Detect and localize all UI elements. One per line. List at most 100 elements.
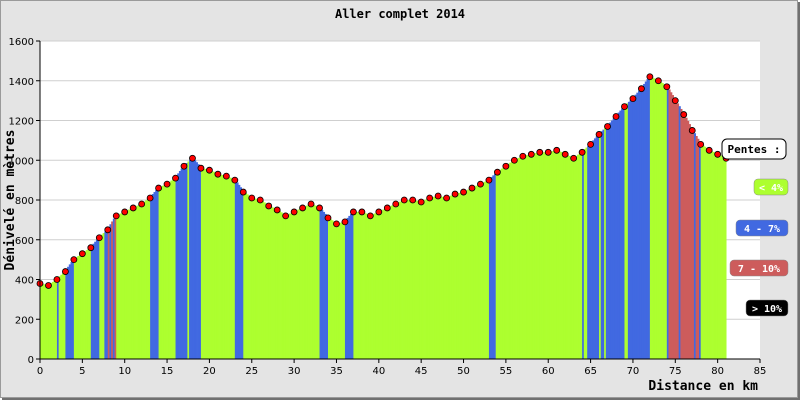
slope-bar	[465, 190, 468, 359]
slope-bar	[541, 152, 544, 359]
slope-bar	[160, 186, 163, 359]
slope-bar	[570, 156, 573, 359]
slope-bar	[466, 189, 470, 359]
slope-bar	[48, 284, 51, 359]
slope-bar	[680, 108, 683, 359]
slope-bar	[544, 152, 547, 359]
slope-bar	[622, 106, 625, 360]
x-tick-label-6: 30	[288, 366, 301, 377]
slope-bar	[92, 243, 95, 359]
x-tick-label-17: 85	[754, 366, 767, 377]
slope-bar	[339, 222, 342, 359]
slope-bar	[710, 151, 713, 359]
slope-bar	[324, 213, 327, 359]
slope-bar	[222, 175, 226, 359]
slope-bar	[712, 151, 715, 359]
slope-bar	[41, 283, 44, 359]
slope-bar	[666, 86, 669, 360]
slope-bar	[494, 173, 497, 359]
slope-bar	[95, 239, 98, 359]
slope-bar	[321, 209, 324, 359]
elevation-point	[519, 152, 527, 160]
slope-bar	[585, 147, 588, 359]
elevation-point	[629, 95, 637, 103]
slope-bar	[116, 215, 119, 359]
slope-bar	[443, 197, 446, 359]
slope-bar	[60, 274, 63, 359]
slope-bar	[683, 114, 686, 359]
slope-bar	[182, 166, 185, 359]
slope-bar	[111, 221, 114, 359]
slope-bar	[565, 154, 568, 359]
slope-bar	[289, 213, 292, 359]
slope-bar	[287, 214, 290, 359]
x-tick-label-5: 25	[245, 366, 258, 377]
slope-bar	[180, 168, 183, 359]
slope-bar	[285, 215, 288, 359]
elevation-point	[595, 131, 603, 138]
elevation-point	[231, 176, 239, 184]
slope-bar	[292, 211, 295, 359]
elevation-point	[180, 162, 188, 170]
slope-bar	[141, 202, 144, 359]
slope-bar	[136, 205, 139, 359]
slope-bar	[278, 211, 281, 359]
x-tick-label-7: 35	[330, 366, 343, 377]
slope-bar	[507, 163, 510, 359]
slope-bar	[55, 279, 58, 359]
slope-bar	[268, 205, 271, 359]
slope-bar	[78, 254, 82, 359]
elevation-point	[383, 204, 391, 212]
elevation-point	[375, 208, 383, 216]
slope-bar	[229, 177, 232, 359]
slope-bar	[414, 200, 417, 359]
elevation-point	[578, 148, 586, 156]
slope-bar	[107, 227, 110, 359]
x-tick-label-0: 0	[37, 366, 43, 377]
slope-bar	[407, 200, 410, 359]
y-tick-label-8: 1600	[9, 37, 34, 48]
slope-bar	[448, 196, 451, 359]
slope-bar	[297, 209, 300, 359]
x-tick-label-11: 55	[500, 366, 513, 377]
slope-bar	[192, 158, 195, 359]
slope-bar	[397, 202, 400, 359]
slope-bar	[602, 129, 605, 359]
slope-bar	[319, 207, 322, 359]
slope-bar	[383, 208, 386, 359]
legend-title-box	[721, 138, 787, 160]
slope-bar	[150, 196, 153, 359]
slope-bar	[67, 266, 70, 359]
slope-bar	[558, 151, 561, 359]
slope-bar	[246, 194, 249, 359]
slope-bar	[556, 150, 559, 359]
slope-bar	[532, 153, 536, 359]
slope-bar	[68, 264, 71, 359]
slope-bar	[261, 201, 265, 359]
slope-bar	[695, 136, 698, 359]
slope-bar	[492, 175, 495, 359]
slope-bar	[390, 205, 393, 359]
slope-bar	[504, 166, 507, 359]
slope-bar	[224, 175, 227, 359]
elevation-point	[570, 154, 578, 162]
slope-bar	[395, 203, 398, 359]
slope-bar	[599, 132, 602, 359]
slope-bar	[441, 196, 444, 359]
slope-bar	[214, 172, 217, 359]
slope-bar	[453, 194, 456, 359]
slope-bar	[538, 152, 541, 359]
slope-bar	[282, 213, 285, 359]
slope-bar	[361, 211, 364, 359]
slope-bar	[106, 229, 109, 359]
slope-bar	[522, 155, 525, 359]
slope-bar	[614, 116, 617, 360]
slope-bar	[211, 170, 214, 359]
slope-bar	[517, 157, 520, 359]
elevation-point	[485, 176, 493, 184]
slope-bar	[126, 210, 129, 359]
x-tick-labels: 0 5 10 15 20 25 30 35 40 45 50 55 60 65 70 75 80 85	[37, 359, 767, 377]
slope-bar	[104, 231, 107, 359]
slope-bar	[338, 223, 341, 359]
slope-bar	[370, 215, 373, 359]
